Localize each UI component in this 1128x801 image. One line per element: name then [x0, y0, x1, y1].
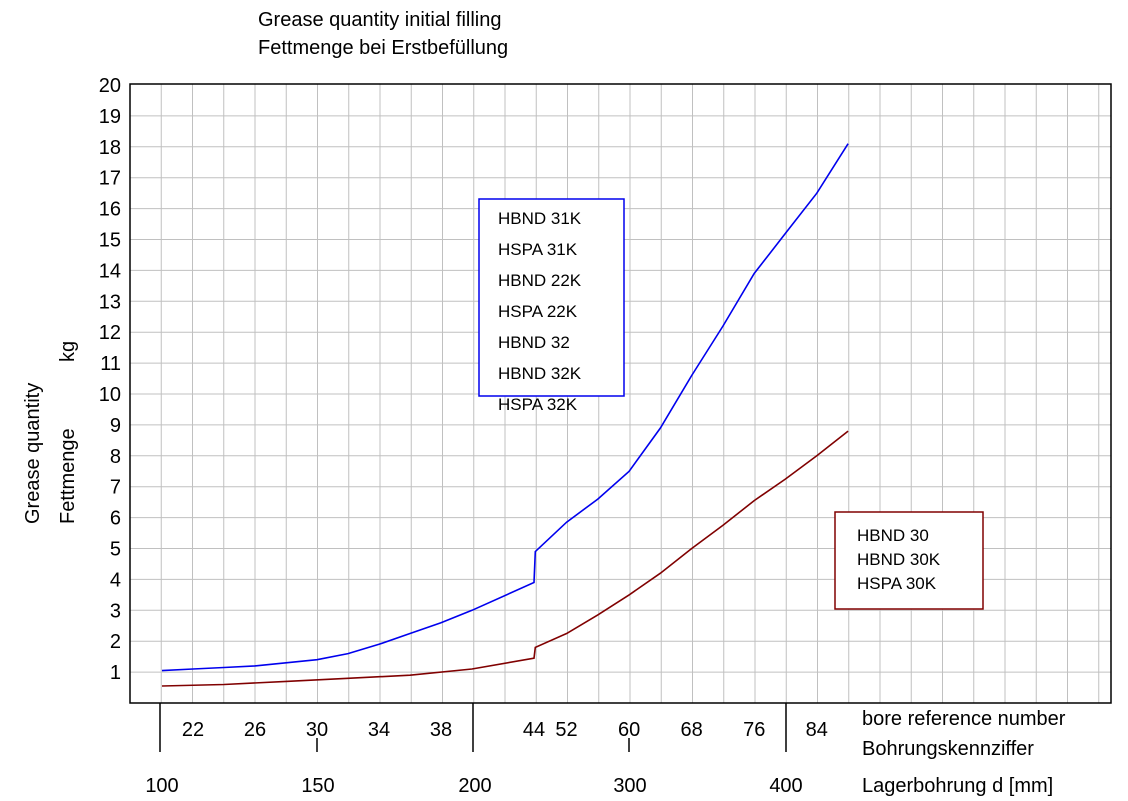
bore-reference-tick-label: 84 [806, 719, 828, 741]
legend-blue-entry: HBND 31K [498, 209, 582, 228]
chart-subtitle: Fettmenge bei Erstbefüllung [258, 37, 508, 59]
bore-diameter-tick-label: 150 [301, 775, 334, 797]
bore-reference-tick-label: 34 [368, 719, 390, 741]
y-tick-label: 5 [110, 539, 121, 561]
legend-blue-entry: HBND 32 [498, 333, 570, 352]
bore-diameter-tick-labels: 100 150 200 300 400 [145, 775, 802, 797]
legend-blue-box [478, 198, 625, 397]
bore-reference-tick-label: 22 [182, 719, 204, 741]
legend-red-entry: HSPA 30K [857, 574, 937, 593]
y-tick-label: 13 [99, 291, 121, 313]
legend-red: HBND 30 HBND 30K HSPA 30K [834, 511, 984, 610]
y-tick-label: 10 [99, 384, 121, 406]
bore-diameter-tick-label: 300 [613, 775, 646, 797]
y-tick-label: 16 [99, 199, 121, 221]
series-layer [161, 143, 849, 687]
legend-red-entry: HBND 30 [857, 526, 929, 545]
legend-blue: HBND 31K HSPA 31K HBND 22K HSPA 22K HBND 32 H… [478, 198, 625, 414]
legend-red-entry: HBND 30K [857, 550, 941, 569]
y-tick-label: 7 [110, 477, 121, 499]
legend-blue-entry: HSPA 22K [498, 302, 578, 321]
legend-blue-entry: HSPA 31K [498, 240, 578, 259]
bore-reference-tick-label: 52 [555, 719, 577, 741]
bore-reference-tick-label: 60 [618, 719, 640, 741]
bore-reference-label: bore reference number [862, 708, 1066, 730]
y-tick-label: 15 [99, 230, 121, 252]
y-tick-label: 1 [110, 662, 121, 684]
x-axis: 22 26 30 34 38 44 52 60 68 76 84 100 150 200 300 400 b… [145, 703, 1066, 797]
y-tick-label: 4 [110, 569, 121, 591]
y-tick-label: 12 [99, 322, 121, 344]
legend-red-box [834, 511, 984, 610]
bore-reference-tick-label: 68 [681, 719, 703, 741]
y-tick-label: 8 [110, 446, 121, 468]
y-axis-unit: kg [57, 341, 79, 362]
y-tick-label: 20 [99, 75, 121, 97]
bore-reference-tick-label: 26 [244, 719, 266, 741]
plot-area-border [129, 83, 1112, 704]
y-tick-label: 14 [99, 260, 121, 282]
bore-reference-tick-labels: 22 26 30 34 38 44 52 60 68 76 84 [182, 719, 828, 741]
y-axis-label-en: Grease quantity [22, 383, 44, 524]
bore-reference-tick-label: 38 [430, 719, 452, 741]
legend-blue-entry: HSPA 32K [498, 395, 578, 414]
series-line-red [161, 430, 849, 687]
legend-blue-entry: HBND 22K [498, 271, 582, 290]
bore-diameter-tick-label: 200 [458, 775, 491, 797]
y-tick-label: 11 [100, 353, 121, 375]
bore-diameter-tick-label: 400 [769, 775, 802, 797]
bore-diameter-label: Lagerbohrung d [mm] [862, 775, 1053, 797]
chart-title: Grease quantity initial filling [258, 9, 501, 31]
legend-red-items: HBND 30 HBND 30K HSPA 30K [857, 526, 941, 593]
y-tick-label: 6 [110, 508, 121, 530]
series-line-blue [161, 143, 849, 672]
legend-blue-items: HBND 31K HSPA 31K HBND 22K HSPA 22K HBND 32 H… [498, 209, 582, 414]
bore-diameter-tick-label: 100 [145, 775, 178, 797]
y-axis-label-de: Fettmenge [57, 428, 79, 524]
y-tick-label: 17 [99, 168, 121, 190]
bore-reference-tick-label: 30 [306, 719, 328, 741]
y-tick-label: 3 [110, 600, 121, 622]
bore-reference-tick-label: 44 [523, 719, 545, 741]
legend-blue-entry: HBND 32K [498, 364, 582, 383]
y-tick-label: 2 [110, 631, 121, 653]
bore-reference-label-de: Bohrungskennziffer [862, 738, 1034, 760]
y-tick-label: 19 [99, 106, 121, 128]
y-tick-label: 9 [110, 415, 121, 437]
bore-reference-tick-label: 76 [743, 719, 765, 741]
y-axis-label: Grease quantity Fettmenge kg [22, 341, 79, 524]
y-tick-label: 18 [99, 137, 121, 159]
